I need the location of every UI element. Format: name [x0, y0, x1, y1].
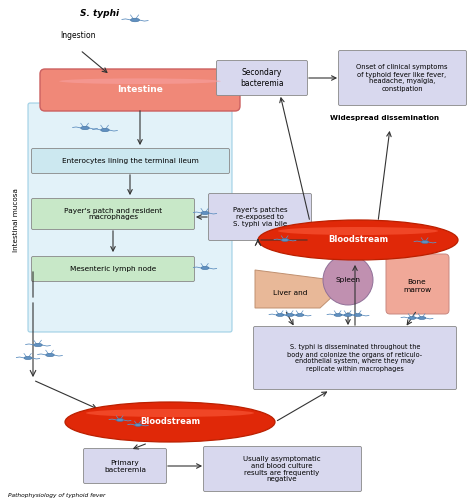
FancyBboxPatch shape	[31, 148, 229, 174]
FancyBboxPatch shape	[203, 446, 362, 492]
FancyBboxPatch shape	[254, 326, 456, 390]
Ellipse shape	[86, 409, 254, 417]
Ellipse shape	[201, 212, 209, 214]
Text: Ingestion: Ingestion	[60, 30, 95, 40]
Ellipse shape	[116, 418, 124, 422]
Ellipse shape	[281, 238, 289, 242]
Text: Secondary
bacteremia: Secondary bacteremia	[240, 68, 284, 87]
Polygon shape	[255, 270, 348, 308]
Ellipse shape	[286, 314, 294, 316]
Text: Liver and: Liver and	[273, 290, 307, 296]
Text: Intestinal mucosa: Intestinal mucosa	[13, 188, 19, 252]
Ellipse shape	[135, 424, 142, 426]
Ellipse shape	[130, 18, 139, 22]
FancyBboxPatch shape	[209, 194, 311, 240]
Ellipse shape	[418, 316, 426, 320]
Text: Spleen: Spleen	[336, 277, 361, 283]
Ellipse shape	[408, 316, 416, 320]
Ellipse shape	[101, 128, 109, 132]
Text: Payer's patch and resident
macrophages: Payer's patch and resident macrophages	[64, 208, 162, 220]
Text: Bloodstream: Bloodstream	[140, 418, 200, 426]
Ellipse shape	[334, 314, 342, 316]
Ellipse shape	[296, 314, 304, 316]
Text: Primary
bacteremia: Primary bacteremia	[104, 460, 146, 472]
Text: Bone
marrow: Bone marrow	[403, 280, 431, 292]
Ellipse shape	[278, 227, 438, 235]
Text: Onset of clinical symptoms
of typhoid fever like fever,
headache, myalgia,
const: Onset of clinical symptoms of typhoid fe…	[356, 64, 448, 92]
Text: S. typhi is disseminated throughout the
body and colonize the organs of reticulo: S. typhi is disseminated throughout the …	[287, 344, 422, 372]
Text: Intestine: Intestine	[117, 86, 163, 94]
Ellipse shape	[59, 78, 221, 84]
Ellipse shape	[258, 220, 458, 260]
Ellipse shape	[34, 344, 42, 346]
FancyBboxPatch shape	[386, 254, 449, 314]
Text: Bloodstream: Bloodstream	[328, 236, 388, 244]
Ellipse shape	[323, 255, 373, 305]
Text: Pathophysiology of typhoid fever: Pathophysiology of typhoid fever	[8, 494, 105, 498]
Ellipse shape	[24, 356, 32, 360]
Ellipse shape	[65, 402, 275, 442]
Text: Payer's patches
re-exposed to
S. typhi via bile: Payer's patches re-exposed to S. typhi v…	[233, 207, 287, 227]
FancyBboxPatch shape	[83, 448, 166, 484]
FancyBboxPatch shape	[31, 198, 194, 230]
Ellipse shape	[81, 126, 89, 130]
Ellipse shape	[201, 266, 209, 270]
Ellipse shape	[344, 314, 352, 316]
Ellipse shape	[354, 314, 362, 316]
FancyBboxPatch shape	[217, 60, 308, 96]
FancyBboxPatch shape	[28, 103, 232, 332]
Ellipse shape	[276, 314, 284, 316]
Text: Mesenteric lymph node: Mesenteric lymph node	[70, 266, 156, 272]
FancyBboxPatch shape	[40, 69, 240, 111]
Ellipse shape	[421, 240, 429, 244]
Text: S. typhi: S. typhi	[81, 10, 119, 18]
Text: Widespread dissemination: Widespread dissemination	[330, 115, 439, 121]
Ellipse shape	[46, 354, 54, 356]
Text: Usually asymptomatic
and blood culture
results are frequently
negative: Usually asymptomatic and blood culture r…	[243, 456, 321, 482]
FancyBboxPatch shape	[338, 50, 466, 106]
Text: Enterocytes lining the terminal ileum: Enterocytes lining the terminal ileum	[62, 158, 199, 164]
FancyBboxPatch shape	[31, 256, 194, 281]
